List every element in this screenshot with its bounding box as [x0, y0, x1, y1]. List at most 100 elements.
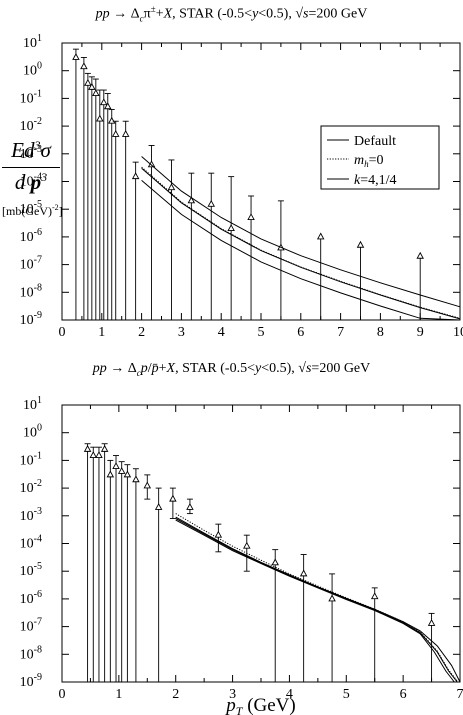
data-point — [83, 444, 92, 452]
series-line — [175, 513, 458, 682]
x-axis-label: pT (GeV) — [224, 695, 295, 715]
data-point — [72, 53, 80, 60]
x-tick-label: 0 — [59, 687, 66, 702]
data-point — [132, 475, 140, 483]
data-point — [169, 494, 177, 502]
x-tick-label: 5 — [343, 687, 350, 702]
series-line — [175, 518, 458, 683]
y-axis-label: Ed3σ d p3 [mb(GeV)-2] — [2, 138, 63, 219]
data-point — [100, 98, 108, 106]
x-tick-label: 6 — [297, 325, 304, 340]
x-tick-label: 3 — [178, 325, 185, 340]
y-tick-label: 100 — [23, 423, 42, 441]
y-tick-label: 10-6 — [20, 589, 42, 607]
series-line — [175, 516, 461, 683]
y-tick-label: 100 — [23, 61, 42, 79]
data-point — [214, 530, 223, 538]
data-point — [247, 213, 255, 220]
legend: Default mh=0 k=4,1/4 — [320, 125, 440, 190]
data-point — [95, 451, 103, 458]
x-tick-label: 9 — [417, 325, 424, 340]
x-tick-label: 6 — [400, 687, 407, 702]
legend-label: Default — [354, 134, 396, 149]
data-point — [271, 558, 279, 566]
data-point — [89, 451, 98, 458]
x-tick-label: 10 — [453, 325, 463, 340]
data-point — [100, 444, 109, 452]
y-tick-label: 101 — [23, 33, 42, 51]
y-tick-label: 10-2 — [20, 478, 42, 496]
series-line — [141, 166, 461, 319]
legend-label: mh=0 — [354, 153, 384, 169]
chart-2: 0 1 2 3 4 5 6 7 10-9 10-8 10-7 10-6 10-5 10-4 10-3 10-2… — [20, 395, 463, 702]
data-point — [207, 199, 216, 207]
data-point — [106, 470, 115, 478]
data-point — [92, 89, 100, 96]
y-tick-label: 10-1 — [20, 450, 42, 468]
x-tick-label: 8 — [377, 325, 384, 340]
x-tick-label: 5 — [258, 325, 265, 340]
x-tick-label: 2 — [172, 687, 179, 702]
y-tick-label: 10-1 — [20, 88, 42, 106]
data-point — [111, 129, 120, 137]
chart-title-bottom: pp → Δcp/p̄+X, STAR (-0.5<y<0.5), √s=200… — [92, 361, 371, 378]
y-tick-label: 10-7 — [20, 255, 42, 273]
data-point — [299, 569, 308, 577]
data-point — [227, 224, 235, 232]
data-point — [88, 82, 96, 90]
data-point — [316, 232, 325, 240]
x-tick-label: 2 — [138, 325, 145, 340]
data-point — [328, 594, 336, 602]
x-tick-label: 7 — [457, 687, 463, 702]
chart-1: 0 1 2 3 4 5 6 7 8 9 10 10-9 10-8 10-7 10-6 10-5 10-4 10-3… — [20, 33, 463, 340]
data-point — [154, 503, 163, 510]
data-point — [107, 116, 116, 124]
series-line — [175, 519, 455, 683]
data-point — [370, 592, 379, 600]
data-point — [147, 160, 156, 168]
series-line — [141, 180, 461, 321]
data-point — [427, 619, 436, 626]
y-tick-label: 10-4 — [20, 534, 42, 552]
x-tick-label: 7 — [337, 325, 344, 340]
data-point — [84, 78, 92, 86]
data-point — [187, 196, 196, 204]
data-point — [167, 183, 176, 191]
data-point — [117, 466, 126, 474]
data-point — [131, 172, 140, 180]
y-tick-label: 10-9 — [20, 672, 42, 690]
y-axis-label-denominator: d p3 — [2, 167, 60, 195]
y-tick-label: 101 — [23, 395, 42, 413]
y-tick-label: 10-8 — [20, 282, 42, 300]
y-tick-label: 10-7 — [20, 617, 42, 635]
data-point — [186, 503, 194, 510]
y-tick-label: 10-8 — [20, 644, 42, 662]
x-tick-label: 4 — [286, 687, 293, 702]
x-tick-label: 1 — [115, 687, 122, 702]
data-point — [96, 114, 104, 122]
x-tick-label: 4 — [218, 325, 225, 340]
legend-label: k=4,1/4 — [354, 173, 397, 188]
series-line — [141, 167, 461, 320]
y-tick-label: 10-5 — [20, 199, 42, 217]
chart-title-top: pp → Δcπ±+X, STAR (-0.5<y<0.5), √s=200 G… — [95, 4, 368, 24]
data-point — [143, 481, 152, 489]
x-tick-label: 1 — [98, 325, 105, 340]
y-tick-label: 10-4 — [20, 172, 42, 190]
y-tick-label: 10-5 — [20, 561, 42, 579]
data-point — [112, 462, 120, 469]
data-point — [80, 62, 88, 70]
x-tick-label: 0 — [59, 325, 66, 340]
y-tick-label: 10-3 — [20, 506, 42, 524]
data-point — [356, 240, 365, 248]
data-point — [416, 251, 424, 259]
data-point — [104, 102, 112, 110]
y-tick-label: 10-2 — [20, 116, 42, 134]
data-point — [123, 470, 132, 478]
y-tick-label: 10-6 — [20, 227, 42, 245]
y-tick-label: 10-3 — [20, 144, 42, 162]
data-point — [243, 541, 251, 549]
y-axis-label-numerator: Ed3σ — [11, 138, 51, 162]
series-line — [141, 156, 461, 308]
